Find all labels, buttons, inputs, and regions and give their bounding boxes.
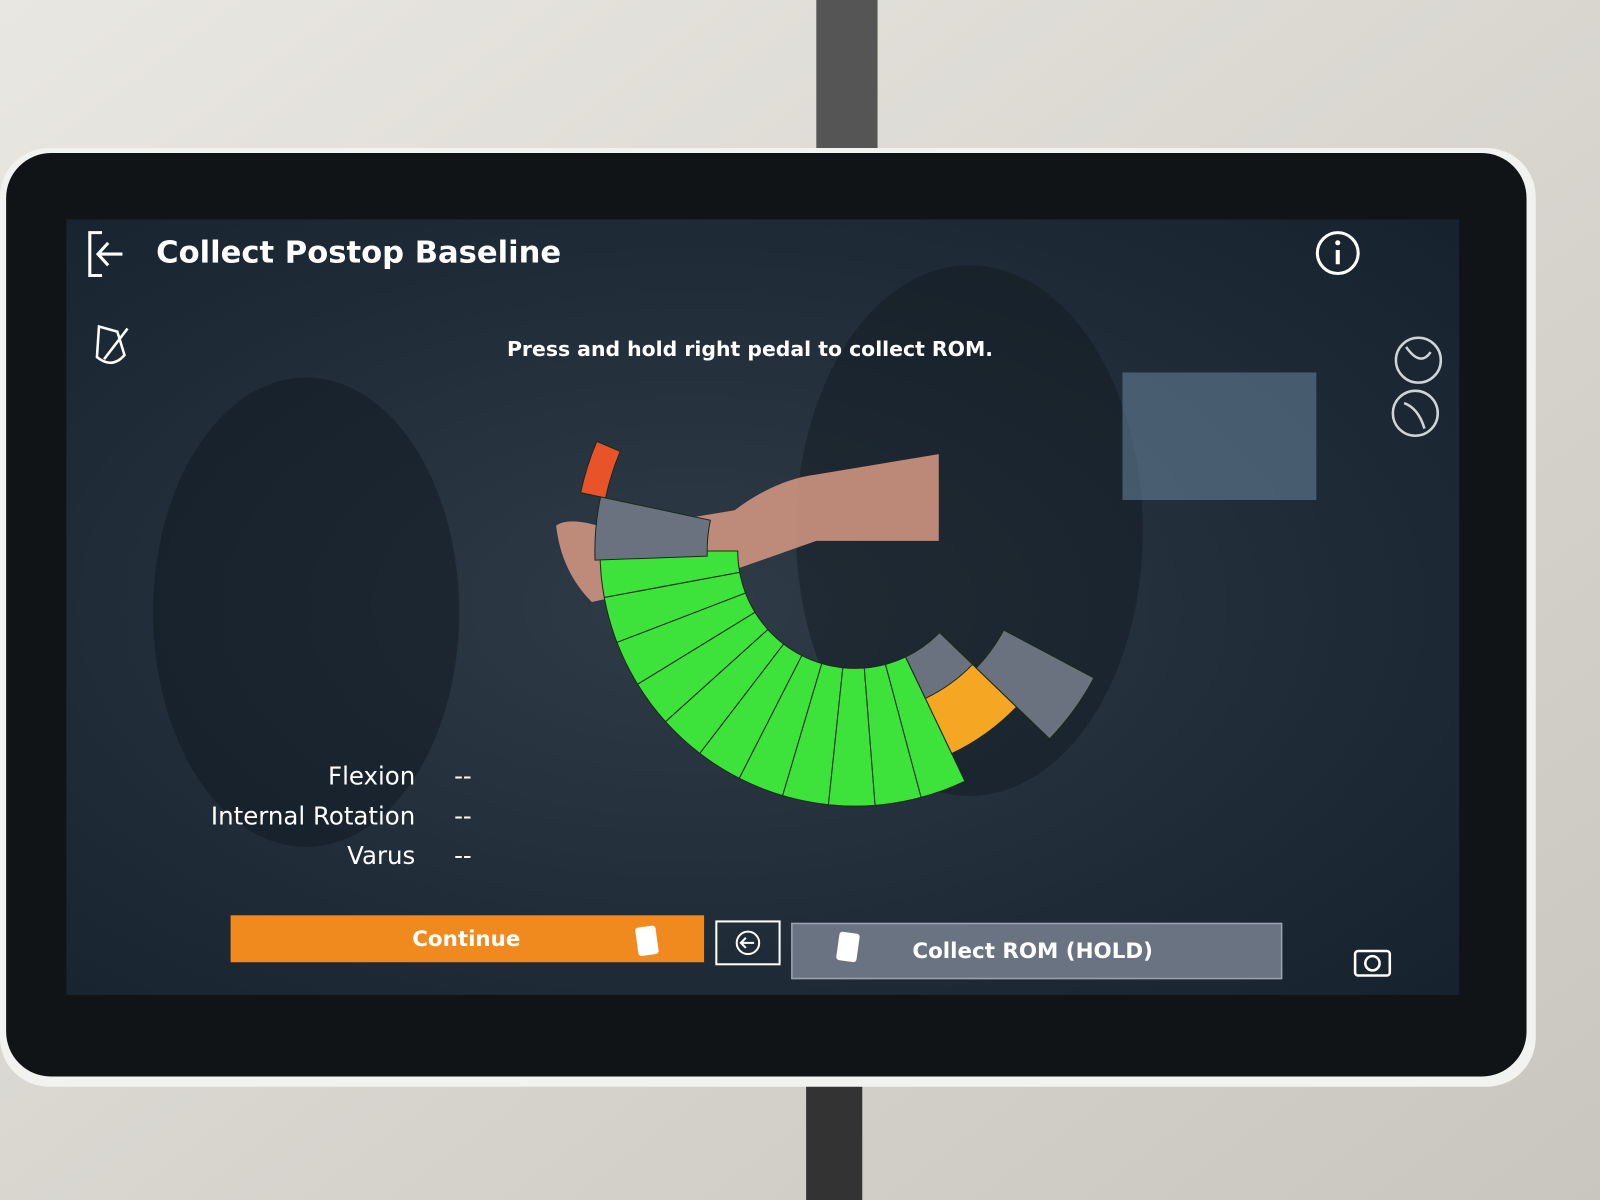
measurement-label: Varus xyxy=(347,841,415,870)
reflection xyxy=(1122,372,1317,500)
tool-icon[interactable] xyxy=(95,324,129,365)
measurements: Flexion -- Internal Rotation -- Varus -- xyxy=(211,762,472,871)
rom-arc xyxy=(580,440,1095,807)
back-button[interactable] xyxy=(88,231,123,278)
button-label: Collect ROM (HOLD) xyxy=(912,939,1153,964)
reflection xyxy=(153,377,460,847)
collect-button[interactable]: Collect ROM (HOLD) xyxy=(791,922,1283,980)
stand-base xyxy=(806,1081,863,1200)
measurement-value: -- xyxy=(454,762,472,791)
measurement-label: Flexion xyxy=(328,762,415,791)
measurement-value: -- xyxy=(454,841,472,870)
camera-button[interactable] xyxy=(1353,949,1392,977)
button-label: Continue xyxy=(412,927,520,952)
arc-segment xyxy=(594,496,711,561)
measurement-label: Internal Rotation xyxy=(211,801,415,830)
arc-segment xyxy=(975,629,1095,740)
measurement-value: -- xyxy=(454,801,472,830)
arc-segment xyxy=(904,631,974,700)
continue-button[interactable]: Continue xyxy=(230,915,705,963)
info-button[interactable] xyxy=(1315,231,1360,275)
title: Collect Postop Baseline xyxy=(156,236,561,271)
view-icons[interactable] xyxy=(1391,336,1443,437)
instruction: Press and hold right pedal to collect RO… xyxy=(507,337,993,361)
stand xyxy=(816,0,878,154)
prev-button[interactable] xyxy=(715,920,781,966)
